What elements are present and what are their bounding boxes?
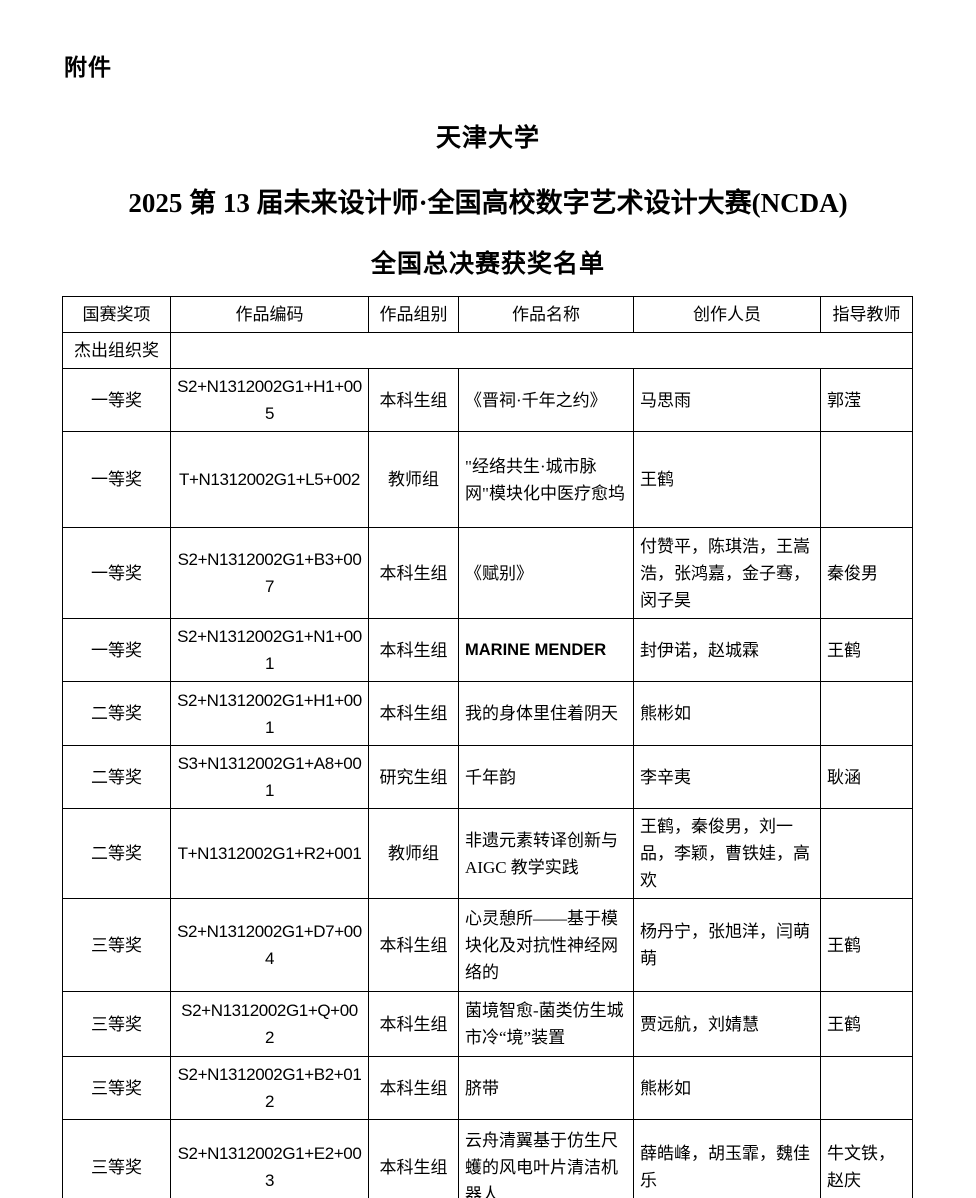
table-row: 三等奖 S2+N1312002G1+Q+002 本科生组 菌境智愈-菌类仿生城市… [62,991,913,1057]
creators-cell: 付赞平，陈琪浩，王嵩浩，张鸿嘉，金子骞，闵子昊 [633,527,821,619]
group-cell: 教师组 [368,431,459,528]
work-title-cell: 千年韵 [458,745,634,809]
advisor-cell [820,431,913,528]
awards-table: 国赛奖项 作品编码 作品组别 作品名称 创作人员 指导教师 杰出组织奖 一等奖 … [62,296,913,1198]
award-cell: 三等奖 [62,898,171,992]
advisor-cell: 王鹤 [820,991,913,1057]
group-cell: 教师组 [368,808,459,899]
award-cell: 二等奖 [62,808,171,899]
work-title-cell: "经络共生·城市脉网"模块化中医疗愈坞 [458,431,634,528]
work-title-cell: 心灵憩所——基于模块化及对抗性神经网络的 [458,898,634,992]
advisor-cell [820,681,913,746]
work-title-cell: 《晋祠·千年之约》 [458,368,634,432]
code-cell: S2+N1312002G1+Q+002 [170,991,369,1057]
award-cell: 一等奖 [62,431,171,528]
table-row-special: 杰出组织奖 [62,332,913,369]
header-award: 国赛奖项 [62,296,171,333]
group-cell: 本科生组 [368,991,459,1057]
table-row: 三等奖 S2+N1312002G1+B2+012 本科生组 脐带 熊彬如 [62,1056,913,1120]
table-row: 二等奖 S3+N1312002G1+A8+001 研究生组 千年韵 李辛夷 耿涵 [62,745,913,809]
code-cell: S2+N1312002G1+D7+004 [170,898,369,992]
header-title: 作品名称 [458,296,634,333]
attachment-label: 附件 [64,55,112,80]
creators-cell: 王鹤，秦俊男，刘一品，李颖，曹铁娃，高欢 [633,808,821,899]
merged-empty-cell [170,332,913,369]
advisor-cell: 牛文铁，赵庆 [820,1119,913,1198]
code-cell: S3+N1312002G1+A8+001 [170,745,369,809]
work-title-cell: 《赋别》 [458,527,634,619]
table-row: 一等奖 T+N1312002G1+L5+002 教师组 "经络共生·城市脉网"模… [62,431,913,528]
award-cell: 一等奖 [62,527,171,619]
title-competition: 2025 第 13 届未来设计师·全国高校数字艺术设计大赛(NCDA) [128,188,848,218]
table-row: 一等奖 S2+N1312002G1+B3+007 本科生组 《赋别》 付赞平，陈… [62,527,913,619]
creators-cell: 熊彬如 [633,681,821,746]
code-cell: S2+N1312002G1+H1+001 [170,681,369,746]
award-cell: 一等奖 [62,618,171,682]
advisor-cell [820,808,913,899]
creators-cell: 熊彬如 [633,1056,821,1120]
work-title-cell: 我的身体里住着阴天 [458,681,634,746]
table-row: 一等奖 S2+N1312002G1+H1+005 本科生组 《晋祠·千年之约》 … [62,368,913,432]
title-award-list: 全国总决赛获奖名单 [370,251,605,278]
code-cell: S2+N1312002G1+B2+012 [170,1056,369,1120]
table-row: 二等奖 T+N1312002G1+R2+001 教师组 非遗元素转译创新与 AI… [62,808,913,899]
code-cell: S2+N1312002G1+N1+001 [170,618,369,682]
group-cell: 本科生组 [368,1119,459,1198]
award-cell: 二等奖 [62,681,171,746]
advisor-cell: 秦俊男 [820,527,913,619]
award-cell: 三等奖 [62,1119,171,1198]
header-creators: 创作人员 [633,296,821,333]
code-cell: S2+N1312002G1+H1+005 [170,368,369,432]
header-code: 作品编码 [170,296,369,333]
code-cell: S2+N1312002G1+B3+007 [170,527,369,619]
creators-cell: 贾远航，刘婧慧 [633,991,821,1057]
work-title-cell: 非遗元素转译创新与 AIGC 教学实践 [458,808,634,899]
document-titles: 天津大学 2025 第 13 届未来设计师·全国高校数字艺术设计大赛(NCDA)… [0,118,976,280]
work-title-cell: MARINE MENDER [458,618,634,682]
advisor-cell: 郭滢 [820,368,913,432]
advisor-cell: 耿涵 [820,745,913,809]
group-cell: 研究生组 [368,745,459,809]
table-row: 二等奖 S2+N1312002G1+H1+001 本科生组 我的身体里住着阴天 … [62,681,913,746]
group-cell: 本科生组 [368,681,459,746]
advisor-cell [820,1056,913,1120]
work-title-cell: 菌境智愈-菌类仿生城市冷“境”装置 [458,991,634,1057]
award-cell: 杰出组织奖 [62,332,171,369]
group-cell: 本科生组 [368,898,459,992]
table-row: 一等奖 S2+N1312002G1+N1+001 本科生组 MARINE MEN… [62,618,913,682]
group-cell: 本科生组 [368,618,459,682]
creators-cell: 封伊诺，赵城霖 [633,618,821,682]
advisor-cell: 王鹤 [820,618,913,682]
award-cell: 三等奖 [62,1056,171,1120]
group-cell: 本科生组 [368,368,459,432]
code-cell: T+N1312002G1+R2+001 [170,808,369,899]
award-cell: 二等奖 [62,745,171,809]
title-university: 天津大学 [435,125,540,152]
header-advisor: 指导教师 [820,296,913,333]
table-row: 三等奖 S2+N1312002G1+E2+003 本科生组 云舟清翼基于仿生尺蠖… [62,1119,913,1198]
creators-cell: 杨丹宁，张旭洋，闫萌萌 [633,898,821,992]
work-title-cell: 脐带 [458,1056,634,1120]
creators-cell: 马思雨 [633,368,821,432]
creators-cell: 薛皓峰，胡玉霏，魏佳乐 [633,1119,821,1198]
table-header-row: 国赛奖项 作品编码 作品组别 作品名称 创作人员 指导教师 [62,296,913,333]
group-cell: 本科生组 [368,1056,459,1120]
table-row: 三等奖 S2+N1312002G1+D7+004 本科生组 心灵憩所——基于模块… [62,898,913,992]
creators-cell: 李辛夷 [633,745,821,809]
code-cell: S2+N1312002G1+E2+003 [170,1119,369,1198]
header-group: 作品组别 [368,296,459,333]
group-cell: 本科生组 [368,527,459,619]
code-cell: T+N1312002G1+L5+002 [170,431,369,528]
advisor-cell: 王鹤 [820,898,913,992]
award-cell: 三等奖 [62,991,171,1057]
award-cell: 一等奖 [62,368,171,432]
work-title-cell: 云舟清翼基于仿生尺蠖的风电叶片清洁机器人 [458,1119,634,1198]
creators-cell: 王鹤 [633,431,821,528]
